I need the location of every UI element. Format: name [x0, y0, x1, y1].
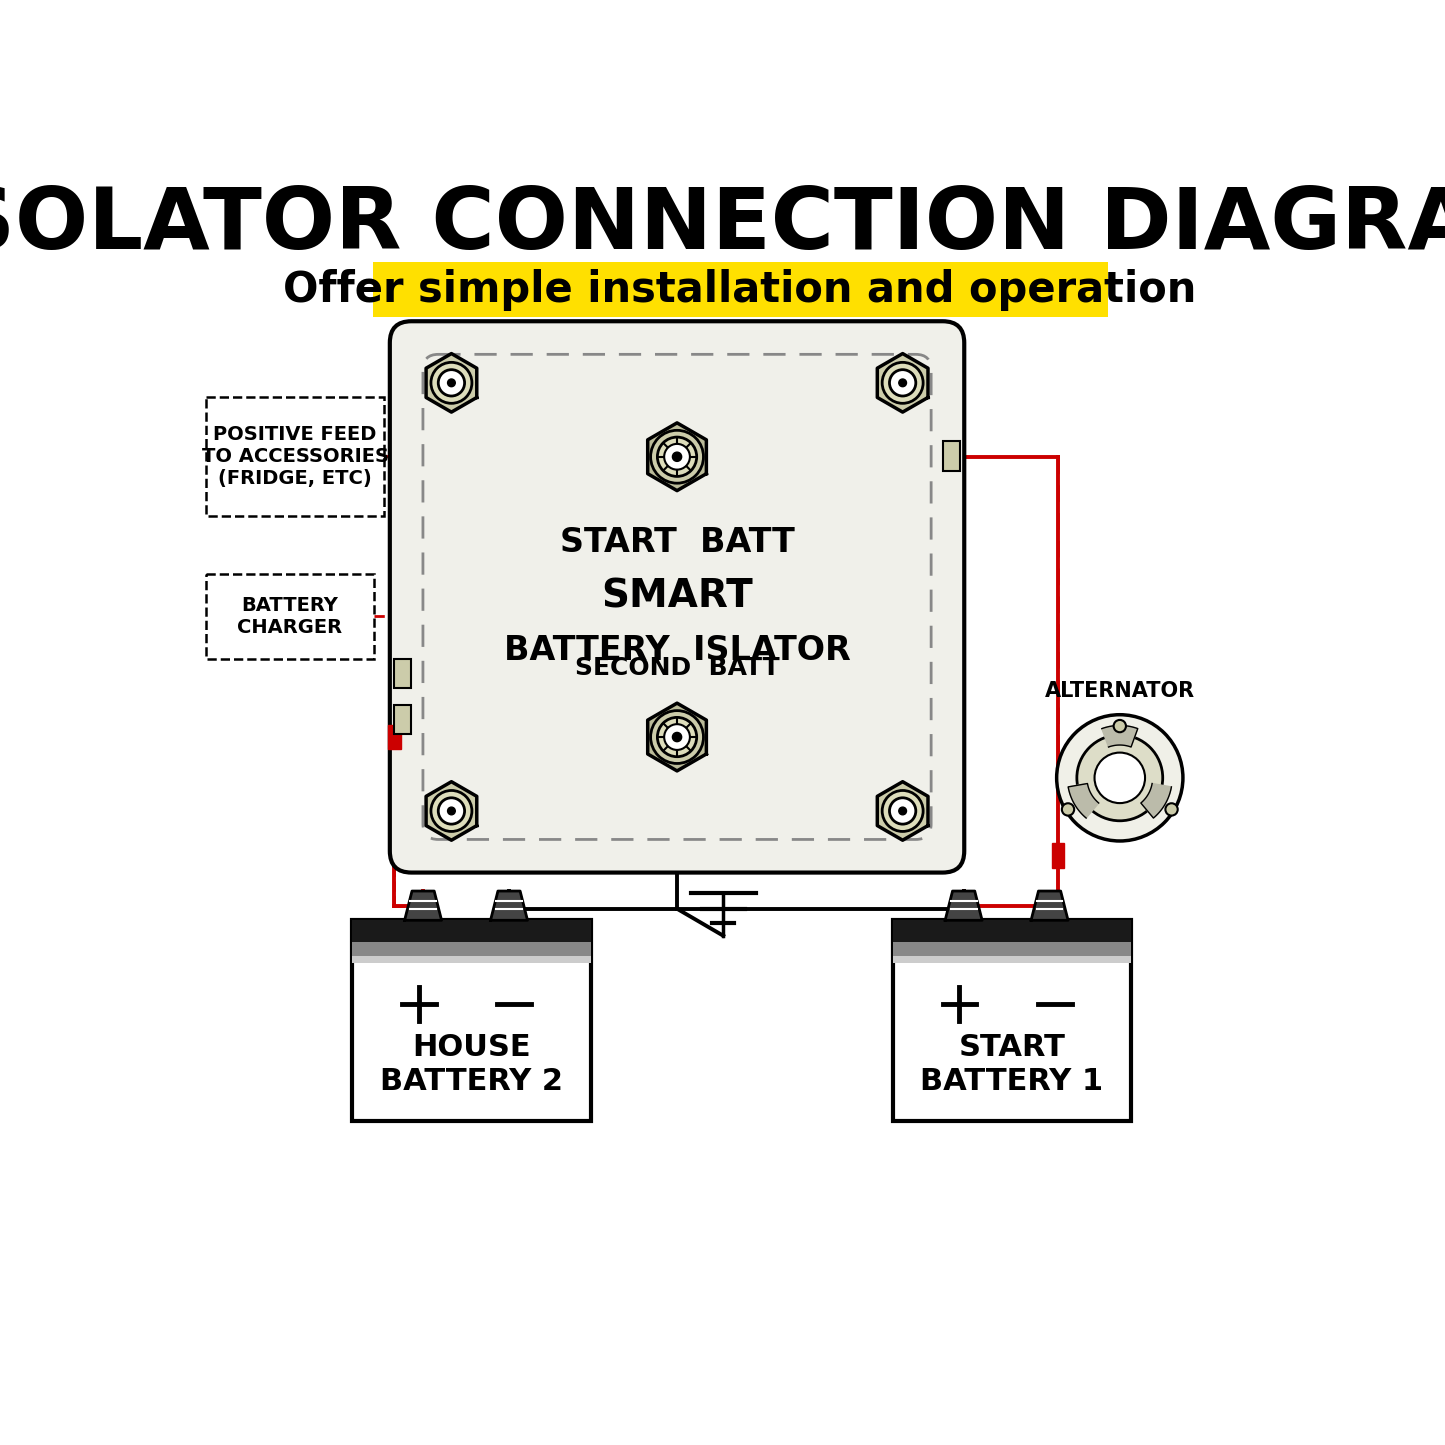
Bar: [893, 942, 1131, 955]
Polygon shape: [647, 704, 707, 772]
Bar: [353, 920, 591, 1120]
Polygon shape: [647, 423, 707, 491]
Bar: [394, 705, 412, 734]
Circle shape: [431, 790, 473, 831]
Bar: [353, 920, 591, 942]
Polygon shape: [1032, 892, 1068, 920]
Text: START  BATT: START BATT: [559, 526, 795, 559]
Circle shape: [899, 808, 906, 815]
Text: Offer simple installation and operation: Offer simple installation and operation: [283, 269, 1196, 312]
Bar: [353, 942, 591, 955]
Circle shape: [665, 724, 689, 750]
Polygon shape: [426, 354, 477, 412]
Bar: [205, 574, 374, 659]
Text: SECOND  BATT: SECOND BATT: [575, 656, 779, 679]
Circle shape: [448, 808, 455, 815]
Text: HOUSE
BATTERY 2: HOUSE BATTERY 2: [380, 1033, 564, 1095]
Polygon shape: [945, 892, 983, 920]
Bar: [893, 955, 1131, 964]
Circle shape: [1094, 753, 1144, 803]
Circle shape: [650, 431, 704, 483]
Circle shape: [890, 798, 916, 824]
Bar: [389, 725, 400, 750]
Bar: [373, 262, 1108, 318]
Polygon shape: [490, 892, 527, 920]
Text: POSITIVE FEED
TO ACCESSORIES
(FRIDGE, ETC): POSITIVE FEED TO ACCESSORIES (FRIDGE, ET…: [202, 425, 389, 488]
Text: SMART: SMART: [601, 578, 753, 616]
Text: ALTERNATOR: ALTERNATOR: [1045, 681, 1195, 701]
Circle shape: [657, 717, 696, 757]
Circle shape: [672, 733, 682, 741]
Circle shape: [1114, 720, 1126, 733]
Circle shape: [881, 363, 923, 403]
Polygon shape: [1103, 725, 1137, 747]
Polygon shape: [1142, 783, 1172, 818]
Circle shape: [1056, 715, 1183, 841]
Circle shape: [1077, 736, 1163, 821]
Circle shape: [899, 379, 906, 387]
Text: BATTERY
CHARGER: BATTERY CHARGER: [237, 595, 342, 637]
FancyBboxPatch shape: [390, 321, 964, 873]
Bar: [205, 397, 384, 516]
Polygon shape: [877, 782, 928, 840]
Circle shape: [881, 790, 923, 831]
Polygon shape: [1068, 783, 1098, 818]
Circle shape: [650, 711, 704, 763]
Circle shape: [431, 363, 473, 403]
Circle shape: [1166, 803, 1178, 815]
Bar: [942, 441, 959, 471]
Polygon shape: [405, 892, 442, 920]
Circle shape: [438, 798, 465, 824]
Circle shape: [672, 452, 682, 461]
Circle shape: [1062, 803, 1074, 815]
Bar: [893, 920, 1131, 1120]
Circle shape: [448, 379, 455, 387]
Circle shape: [890, 370, 916, 396]
Bar: [1052, 844, 1065, 868]
Polygon shape: [877, 354, 928, 412]
Circle shape: [657, 436, 696, 477]
Text: ISOLATOR CONNECTION DIAGRAM: ISOLATOR CONNECTION DIAGRAM: [0, 185, 1445, 267]
Polygon shape: [426, 782, 477, 840]
Circle shape: [438, 370, 465, 396]
Bar: [893, 920, 1131, 942]
Text: BATTERY  ISLATOR: BATTERY ISLATOR: [504, 634, 851, 668]
Text: START
BATTERY 1: START BATTERY 1: [920, 1033, 1104, 1095]
Bar: [353, 955, 591, 964]
Bar: [394, 659, 412, 688]
Circle shape: [665, 444, 689, 470]
